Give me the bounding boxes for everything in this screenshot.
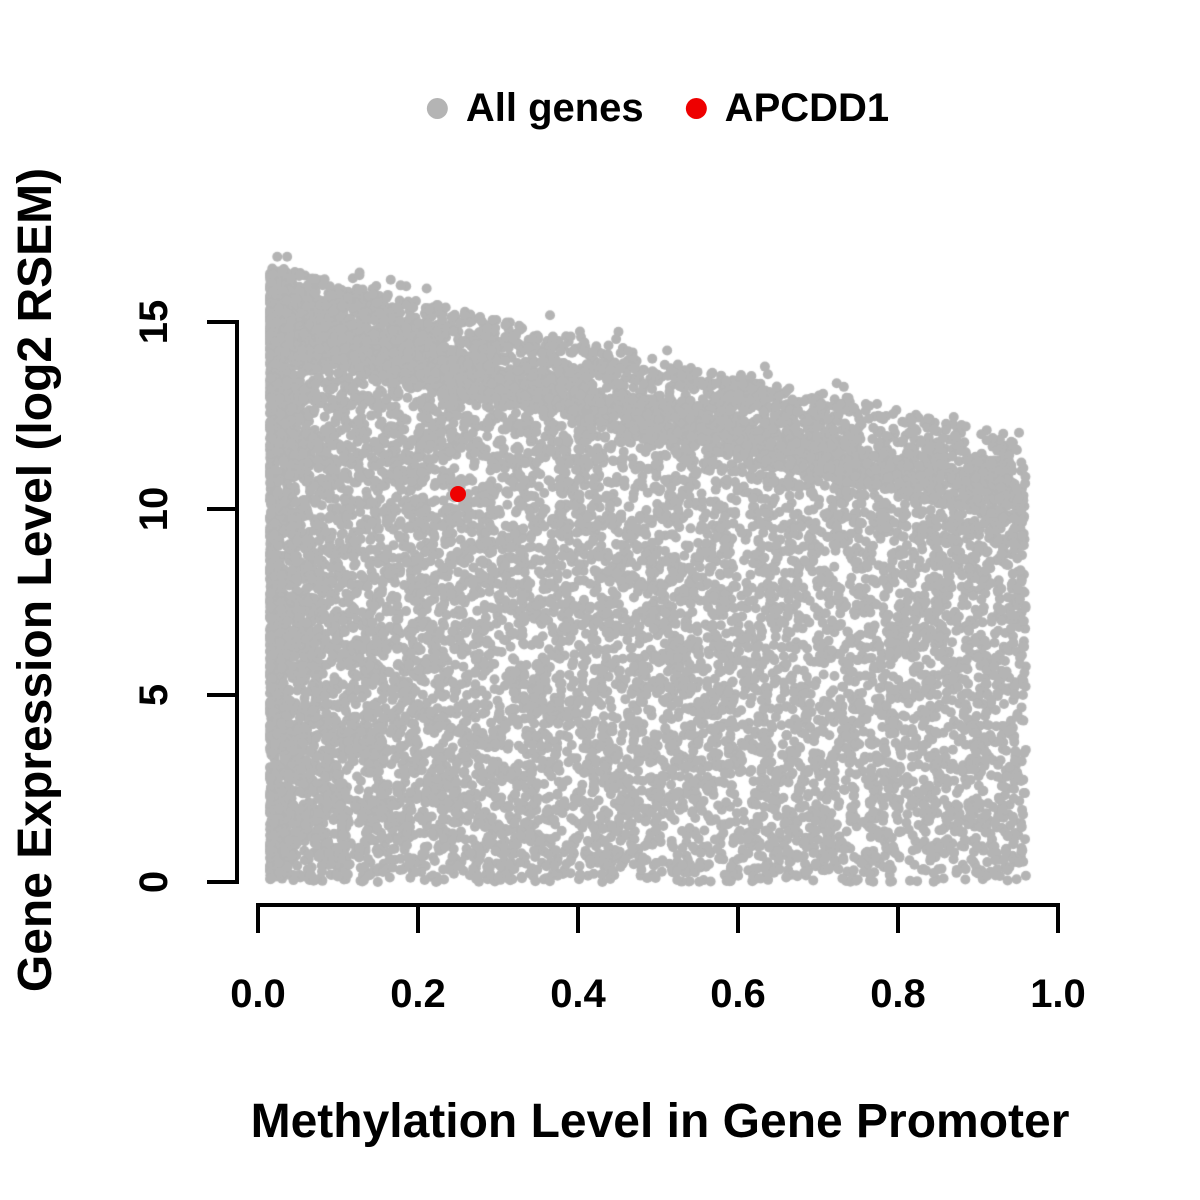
x-axis-tick-label: 0.2 <box>390 972 446 1016</box>
apcdd1-point <box>450 485 466 502</box>
y-axis-tick <box>207 693 237 698</box>
y-axis-tick <box>207 320 237 324</box>
y-axis-tick-label: 10 <box>132 486 176 531</box>
y-axis-tick <box>207 506 237 511</box>
all-genes-marker-icon <box>426 97 448 119</box>
x-axis-tick <box>256 903 260 933</box>
x-axis-title: Methylation Level in Gene Promoter <box>250 1095 1070 1148</box>
legend-item-apcdd1: APCDD1 <box>685 86 890 130</box>
x-axis-tick <box>576 903 580 933</box>
x-axis-tick-label: 0.4 <box>550 972 606 1016</box>
x-axis-tick-label: 1.0 <box>1030 972 1086 1016</box>
x-axis-tick <box>416 903 420 933</box>
x-axis-tick <box>896 903 900 933</box>
y-axis-tick-label: 0 <box>132 870 176 894</box>
y-axis-tick-label: 5 <box>132 684 176 707</box>
x-axis-tick <box>736 903 740 933</box>
y-axis-line <box>235 320 239 884</box>
legend: All genes APCDD1 <box>426 86 890 130</box>
y-axis-title: Gene Expression Level (log2 RSEM) <box>9 167 62 993</box>
legend-label-apcdd1: APCDD1 <box>724 86 890 130</box>
x-axis-line <box>256 903 1060 907</box>
y-axis-tick <box>207 880 237 884</box>
y-axis-tick-label: 15 <box>132 299 176 345</box>
apcdd1-marker-icon <box>685 97 707 119</box>
legend-label-all-genes: All genes <box>465 86 644 130</box>
x-axis-tick-label: 0.6 <box>710 972 766 1016</box>
x-axis-tick <box>1056 903 1060 933</box>
x-axis-tick-label: 0.0 <box>230 972 286 1016</box>
x-axis-tick-label: 0.8 <box>870 972 926 1016</box>
legend-item-all-genes: All genes <box>426 86 644 130</box>
